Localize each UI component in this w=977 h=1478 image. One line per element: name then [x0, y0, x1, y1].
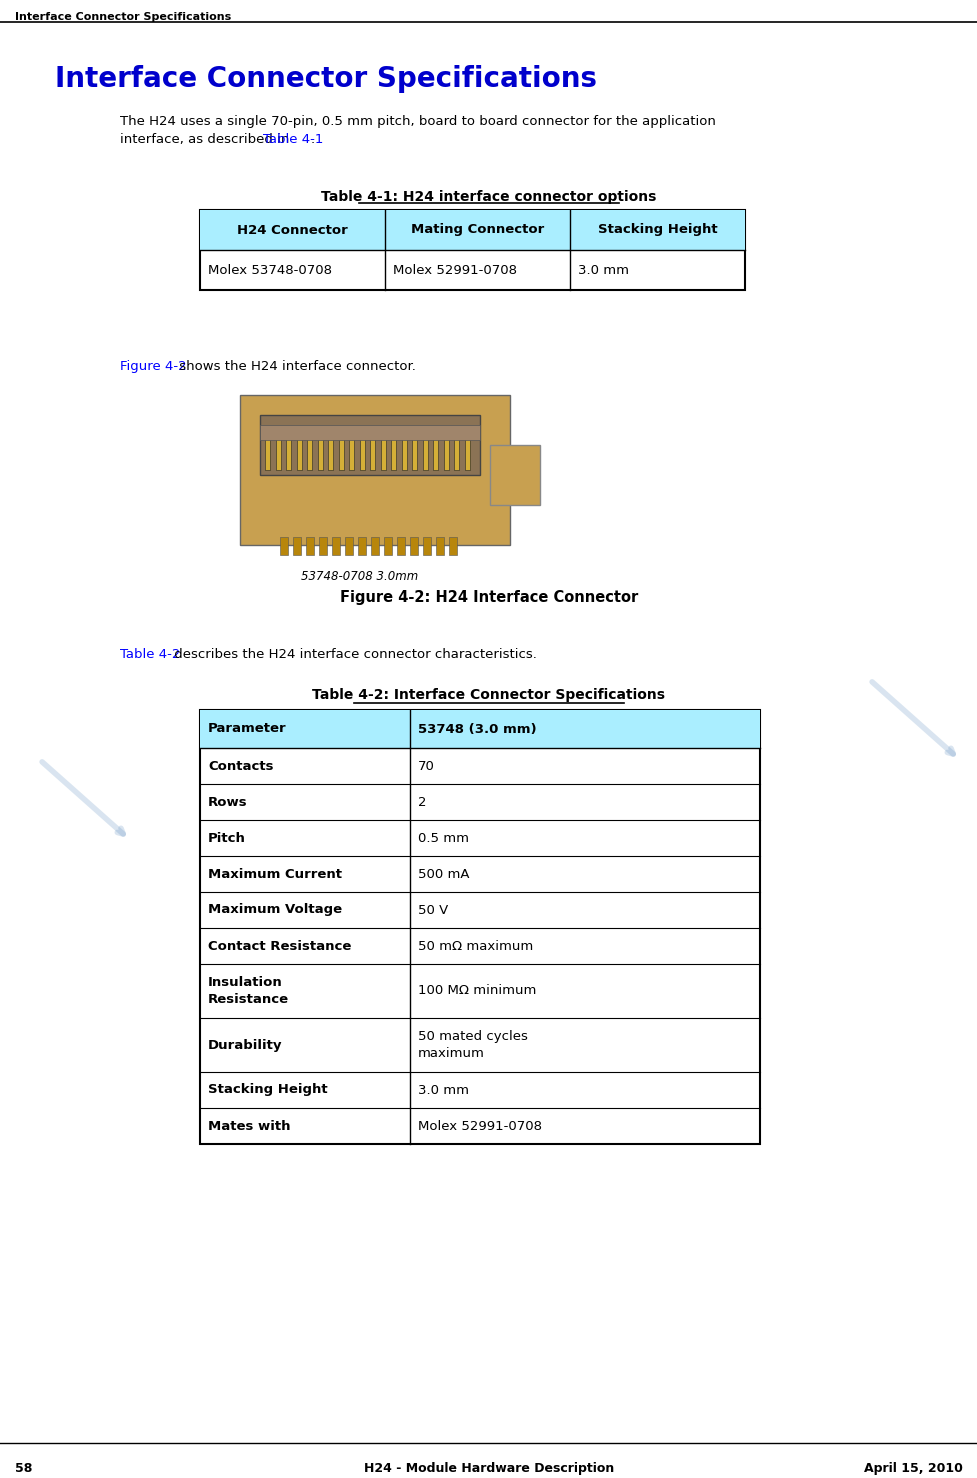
Text: Figure 4-2: H24 Interface Connector: Figure 4-2: H24 Interface Connector — [340, 590, 637, 605]
Text: 3.0 mm: 3.0 mm — [417, 1083, 469, 1097]
Text: Durability: Durability — [208, 1039, 282, 1051]
Text: Interface Connector Specifications: Interface Connector Specifications — [15, 12, 231, 22]
Bar — [370, 537, 379, 556]
Bar — [285, 435, 291, 470]
Text: Rows: Rows — [208, 795, 247, 808]
Text: Mating Connector: Mating Connector — [410, 223, 543, 236]
Text: Mates with: Mates with — [208, 1119, 290, 1132]
Bar — [318, 435, 322, 470]
Bar — [358, 537, 365, 556]
Bar — [279, 537, 287, 556]
Bar — [360, 435, 364, 470]
Text: The H24 uses a single 70-pin, 0.5 mm pitch, board to board connector for the app: The H24 uses a single 70-pin, 0.5 mm pit… — [120, 115, 715, 129]
Text: Figure 4-2: Figure 4-2 — [120, 361, 187, 372]
Bar — [296, 435, 301, 470]
Bar — [199, 709, 759, 1144]
Text: 3.0 mm: 3.0 mm — [577, 263, 628, 276]
Bar — [397, 537, 404, 556]
Text: Interface Connector Specifications: Interface Connector Specifications — [55, 65, 596, 93]
Bar — [338, 435, 343, 470]
Text: 53748-0708 3.0mm: 53748-0708 3.0mm — [301, 571, 418, 582]
Text: Pitch: Pitch — [208, 832, 245, 844]
Text: 100 MΩ minimum: 100 MΩ minimum — [417, 984, 535, 998]
Bar — [380, 435, 385, 470]
Bar — [260, 415, 480, 474]
Text: Parameter: Parameter — [208, 723, 286, 736]
Text: 50 mΩ maximum: 50 mΩ maximum — [417, 940, 532, 952]
Bar — [306, 537, 314, 556]
Text: Molex 52991-0708: Molex 52991-0708 — [393, 263, 517, 276]
Text: April 15, 2010: April 15, 2010 — [864, 1462, 962, 1475]
Text: Maximum Voltage: Maximum Voltage — [208, 903, 342, 916]
Bar — [293, 537, 301, 556]
Text: Stacking Height: Stacking Height — [597, 223, 716, 236]
Text: Molex 53748-0708: Molex 53748-0708 — [208, 263, 331, 276]
Text: Stacking Height: Stacking Height — [208, 1083, 327, 1097]
Text: Molex 52991-0708: Molex 52991-0708 — [417, 1119, 541, 1132]
Text: Table 4-2: Interface Connector Specifications: Table 4-2: Interface Connector Specifica… — [313, 687, 664, 702]
Bar — [433, 435, 438, 470]
Bar — [307, 435, 312, 470]
Bar — [319, 537, 326, 556]
Bar — [369, 435, 374, 470]
Text: Insulation
Resistance: Insulation Resistance — [208, 975, 289, 1007]
Text: interface, as described in: interface, as described in — [120, 133, 293, 146]
Text: 500 mA: 500 mA — [417, 868, 469, 881]
Text: Contacts: Contacts — [208, 760, 274, 773]
Bar — [327, 435, 332, 470]
Text: 50 V: 50 V — [417, 903, 447, 916]
Text: shows the H24 interface connector.: shows the H24 interface connector. — [175, 361, 415, 372]
Bar — [436, 537, 444, 556]
Bar — [411, 435, 416, 470]
Bar — [391, 435, 396, 470]
Bar — [453, 435, 458, 470]
Text: 53748 (3.0 mm): 53748 (3.0 mm) — [417, 723, 536, 736]
Text: 58: 58 — [15, 1462, 32, 1475]
Bar — [331, 537, 340, 556]
Bar — [409, 537, 417, 556]
Bar — [384, 537, 392, 556]
Bar — [402, 435, 406, 470]
Bar — [199, 709, 759, 748]
Text: 0.5 mm: 0.5 mm — [417, 832, 469, 844]
Text: describes the H24 interface connector characteristics.: describes the H24 interface connector ch… — [169, 647, 535, 661]
Bar — [448, 537, 456, 556]
Bar — [199, 210, 744, 290]
Text: H24 - Module Hardware Description: H24 - Module Hardware Description — [363, 1462, 614, 1475]
Bar — [345, 537, 353, 556]
Bar — [423, 537, 431, 556]
Bar — [349, 435, 354, 470]
Text: Table 4-1: H24 interface connector options: Table 4-1: H24 interface connector optio… — [321, 191, 656, 204]
Bar — [443, 435, 448, 470]
Text: 2: 2 — [417, 795, 426, 808]
Bar — [489, 445, 539, 505]
Text: H24 Connector: H24 Connector — [236, 223, 348, 236]
Text: 50 mated cycles
maximum: 50 mated cycles maximum — [417, 1030, 528, 1060]
Bar — [265, 435, 270, 470]
Text: Maximum Current: Maximum Current — [208, 868, 342, 881]
Bar — [464, 435, 469, 470]
Text: Table 4-1: Table 4-1 — [263, 133, 323, 146]
Bar — [422, 435, 427, 470]
Text: 70: 70 — [417, 760, 435, 773]
Text: .: . — [311, 133, 315, 146]
Text: Contact Resistance: Contact Resistance — [208, 940, 351, 952]
Bar — [239, 395, 509, 545]
Text: Table 4-2: Table 4-2 — [120, 647, 180, 661]
Bar — [199, 210, 744, 250]
Bar — [260, 426, 480, 440]
Bar — [276, 435, 280, 470]
